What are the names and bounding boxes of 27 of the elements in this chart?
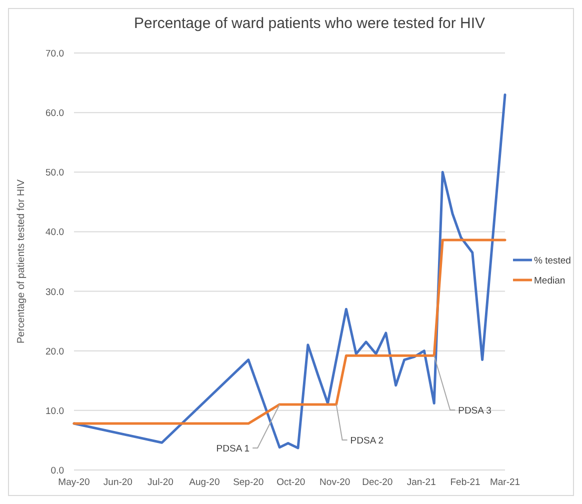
y-tick-label: 30.0 — [46, 286, 64, 298]
x-tick-label: Nov-20 — [320, 477, 350, 488]
x-tick-label: Jul-20 — [148, 477, 174, 488]
legend-label: % tested — [534, 256, 571, 266]
y-tick-label: 70.0 — [46, 48, 64, 60]
x-tick-label: Mar-21 — [490, 477, 520, 488]
legend-label: Median — [534, 276, 566, 286]
y-tick-label: 20.0 — [46, 346, 64, 358]
x-tick-label: Dec-20 — [362, 477, 393, 488]
y-tick-label: 10.0 — [46, 406, 64, 417]
annotation: PDSA 3 — [458, 406, 492, 416]
x-tick-label: May-20 — [58, 477, 90, 488]
line-series — [72, 238, 506, 425]
y-tick-label: 60.0 — [46, 108, 64, 120]
annotation: PDSA 1 — [216, 444, 250, 454]
x-tick-label: Jan-21 — [406, 477, 436, 488]
x-tick-label: Sep-20 — [233, 477, 264, 488]
x-tick-label: Feb-21 — [450, 477, 480, 488]
chart-title: Percentage of ward patients who were tested for HIV — [134, 15, 486, 32]
y-axis-title: Percentage of patients tested for HIV — [16, 179, 27, 344]
x-tick-label: Aug-20 — [189, 477, 220, 488]
y-tick-label: 40.0 — [46, 227, 64, 238]
y-tick-label: 0.0 — [50, 466, 64, 476]
annotation: PDSA 2 — [350, 436, 384, 446]
x-tick-label: Oct-20 — [276, 477, 306, 488]
y-tick-label: 50.0 — [46, 168, 64, 179]
x-tick-label: Jun-20 — [103, 477, 132, 488]
